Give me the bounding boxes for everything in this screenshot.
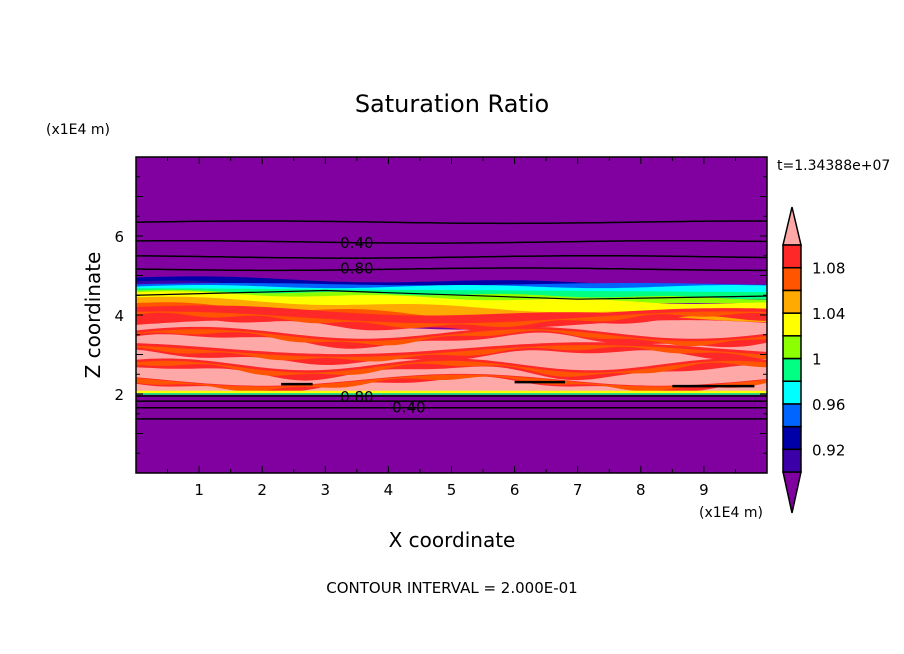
- colorbar-swatch: [782, 266, 802, 292]
- contour-line: [136, 289, 767, 300]
- colorbar-tick-label: 0.92: [812, 441, 845, 459]
- colorbar-swatch: [782, 289, 802, 314]
- x-tick-label: 4: [384, 481, 394, 499]
- streak-orange-red: [136, 374, 767, 392]
- contour-lines: 0.40 0.80 0.80 0.40: [136, 220, 767, 420]
- colorbar: 0.92 0.96 1 1.04 1.08: [782, 206, 845, 514]
- x-axis-label: X coordinate: [389, 528, 516, 552]
- colorbar-tick-label: 1.08: [812, 260, 845, 278]
- band-lower-green: [136, 393, 767, 395]
- colorbar-tick-label: 0.96: [812, 396, 845, 414]
- filled-contours: [136, 157, 767, 473]
- colorbar-swatch: [782, 403, 802, 428]
- x-tick-label: 9: [699, 481, 709, 499]
- colorbar-under-triangle: [782, 471, 802, 514]
- colorbar-swatch: [782, 448, 802, 473]
- x-tick-label: 5: [447, 481, 457, 499]
- axes: 1 2 3 4 5 6 7 8 9 2 4 6: [114, 156, 768, 499]
- colorbar-swatch: [782, 312, 802, 337]
- streak-orange-red: [136, 311, 767, 328]
- chart-title: Saturation Ratio: [355, 90, 549, 118]
- streak-red: [136, 358, 767, 381]
- x-tick-label: 6: [510, 481, 520, 499]
- contour-line: [136, 255, 767, 259]
- y-axis-label: Z coordinate: [81, 252, 105, 379]
- streak-orange-red: [136, 345, 767, 362]
- streak-orange-red: [136, 360, 767, 377]
- x-unit-label: (x1E4 m): [699, 505, 763, 521]
- x-tick-label: 2: [257, 481, 267, 499]
- contour-label: 0.80: [340, 260, 373, 278]
- colorbar-swatch: [782, 425, 802, 451]
- colorbar-swatch: [782, 357, 802, 382]
- x-tick-label: 8: [636, 481, 646, 499]
- colorbar-tick-label: 1: [812, 351, 822, 369]
- colorbar-swatch: [782, 244, 802, 269]
- x-tick-label: 3: [321, 481, 331, 499]
- x-tick-label: 7: [573, 481, 583, 499]
- colorbar-tick-label: 1.04: [812, 305, 845, 323]
- colorbar-swatch: [782, 335, 802, 360]
- band-lower-yellow: [136, 390, 767, 394]
- x-tick-label: 1: [194, 481, 204, 499]
- contour-line: [136, 239, 767, 244]
- contour-label: 0.40: [340, 234, 373, 252]
- streak-red: [136, 373, 767, 393]
- contour-label: 0.40: [392, 399, 425, 417]
- y-unit-label: (x1E4 m): [46, 122, 110, 138]
- colorbar-over-triangle: [782, 206, 802, 246]
- contour-line: [136, 220, 767, 225]
- contour-line: [136, 267, 767, 272]
- y-tick-label: 6: [114, 228, 124, 246]
- contour-label: 0.80: [340, 388, 373, 406]
- y-tick-label: 4: [114, 307, 124, 325]
- contour-interval-footer: CONTOUR INTERVAL = 2.000E-01: [326, 579, 577, 597]
- streak-red: [136, 308, 767, 332]
- y-tick-label: 2: [114, 386, 124, 404]
- colorbar-swatch: [782, 380, 802, 405]
- streak-red: [136, 326, 767, 349]
- streak-orange-red: [136, 329, 767, 347]
- time-label: t=1.34388e+07: [777, 158, 890, 174]
